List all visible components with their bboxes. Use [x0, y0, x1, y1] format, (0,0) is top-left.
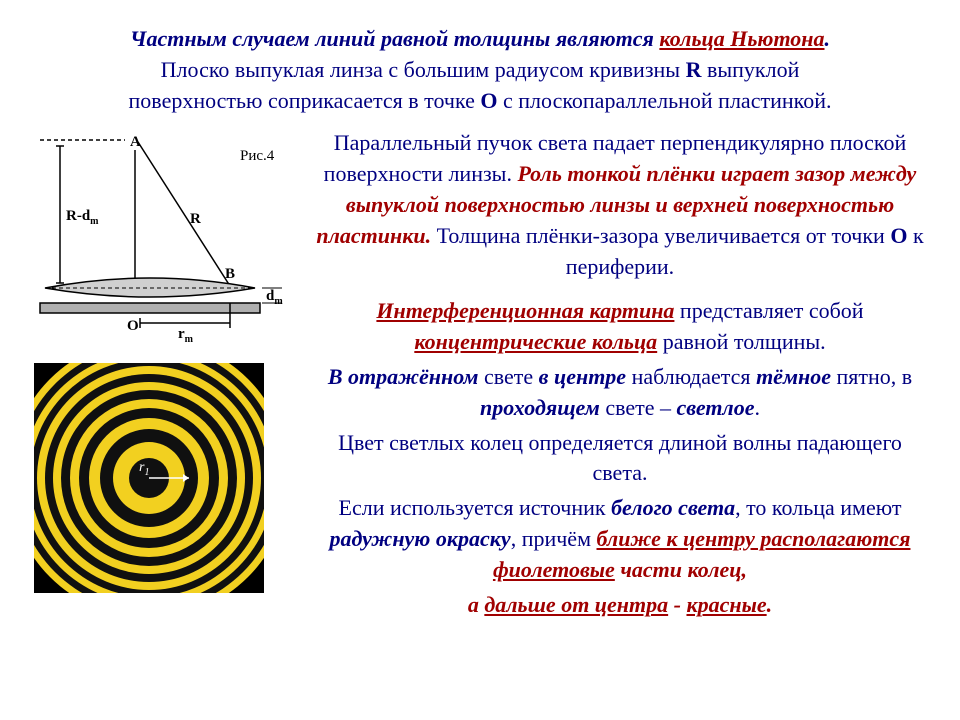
svg-text:R: R [190, 211, 201, 227]
newton-rings: r1 [34, 363, 264, 593]
body-text: Параллельный пучок света падает перпенди… [300, 128, 930, 624]
svg-text:rm: rm [178, 326, 194, 343]
intro-text: Частным случаем линий равной толщины явл… [30, 24, 930, 116]
svg-text:B: B [225, 266, 235, 282]
svg-text:O: O [127, 318, 139, 334]
svg-text:A: A [130, 134, 141, 150]
svg-text:dm: dm [266, 288, 283, 307]
svg-text:R-dm: R-dm [66, 208, 99, 227]
lens-diagram: A Рис.4 R R-dm B dm O [30, 128, 290, 343]
svg-text:Рис.4: Рис.4 [240, 148, 275, 164]
